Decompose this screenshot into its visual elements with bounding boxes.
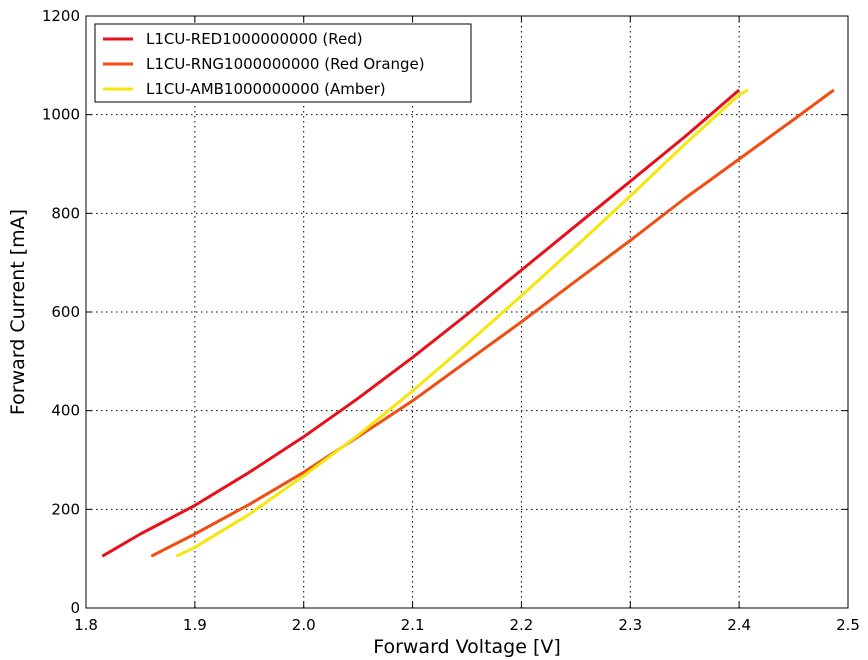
x-tick-label: 2.1 <box>401 616 425 634</box>
x-tick-label: 1.9 <box>183 616 207 634</box>
legend-label-3: L1CU-AMB1000000000 (Amber) <box>146 80 386 98</box>
y-tick-label: 800 <box>51 204 80 222</box>
legend-label-1: L1CU-RED1000000000 (Red) <box>146 30 363 48</box>
x-tick-label: 2.3 <box>618 616 642 634</box>
legend-label-2: L1CU-RNG1000000000 (Red Orange) <box>146 55 425 73</box>
y-axis-title: Forward Current [mA] <box>7 209 29 415</box>
y-tick-label: 200 <box>51 500 80 518</box>
series-lines <box>101 88 835 558</box>
y-tick-label: 400 <box>51 402 80 420</box>
series-line-2 <box>150 88 835 558</box>
series-line-1 <box>101 88 741 558</box>
y-tick-label: 0 <box>70 599 80 617</box>
y-tick-label: 1200 <box>42 7 80 25</box>
x-tick-label: 2.0 <box>292 616 316 634</box>
grid-lines <box>86 16 848 608</box>
axis-ticks: 1.8 1.9 2.0 2.1 2.2 2.3 2.4 2.5 0 200 400 600 800 100… <box>42 7 860 634</box>
x-tick-label: 2.4 <box>727 616 751 634</box>
legend: L1CU-RED1000000000 (Red) L1CU-RNG10000000… <box>94 23 472 103</box>
x-tick-label: 1.8 <box>74 616 98 634</box>
legend-box <box>94 23 472 103</box>
x-tick-label: 2.5 <box>836 616 860 634</box>
series-line-3 <box>175 88 749 558</box>
x-axis-title: Forward Voltage [V] <box>373 636 561 658</box>
x-tick-label: 2.2 <box>509 616 533 634</box>
y-tick-label: 600 <box>51 303 80 321</box>
y-tick-label: 1000 <box>42 106 80 124</box>
